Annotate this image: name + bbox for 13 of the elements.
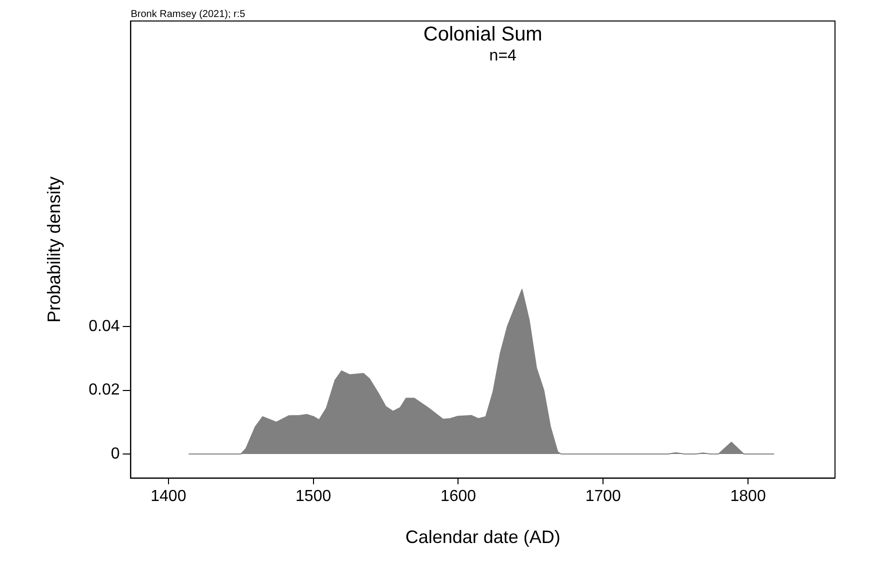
text: Bronk Ramsey (2021); r:5 (130, 8, 246, 20)
x-tick-label: 1500 (296, 488, 332, 506)
x-tick-label: 1400 (150, 488, 186, 506)
y-tick-label: 0 (110, 445, 120, 462)
chart-title: Colonial Sum (423, 24, 542, 46)
x-tick-label: 1700 (585, 488, 622, 506)
text: n=4 (489, 47, 517, 64)
x-tick-label: 1800 (730, 488, 766, 506)
y-tick-label: 0.04 (88, 318, 120, 336)
y-axis-title: Probability density (44, 176, 64, 323)
x-tick-label: 1600 (440, 488, 476, 506)
y-tick-label: 0.02 (88, 382, 120, 399)
x-axis-title: Calendar date (AD) (405, 527, 560, 548)
